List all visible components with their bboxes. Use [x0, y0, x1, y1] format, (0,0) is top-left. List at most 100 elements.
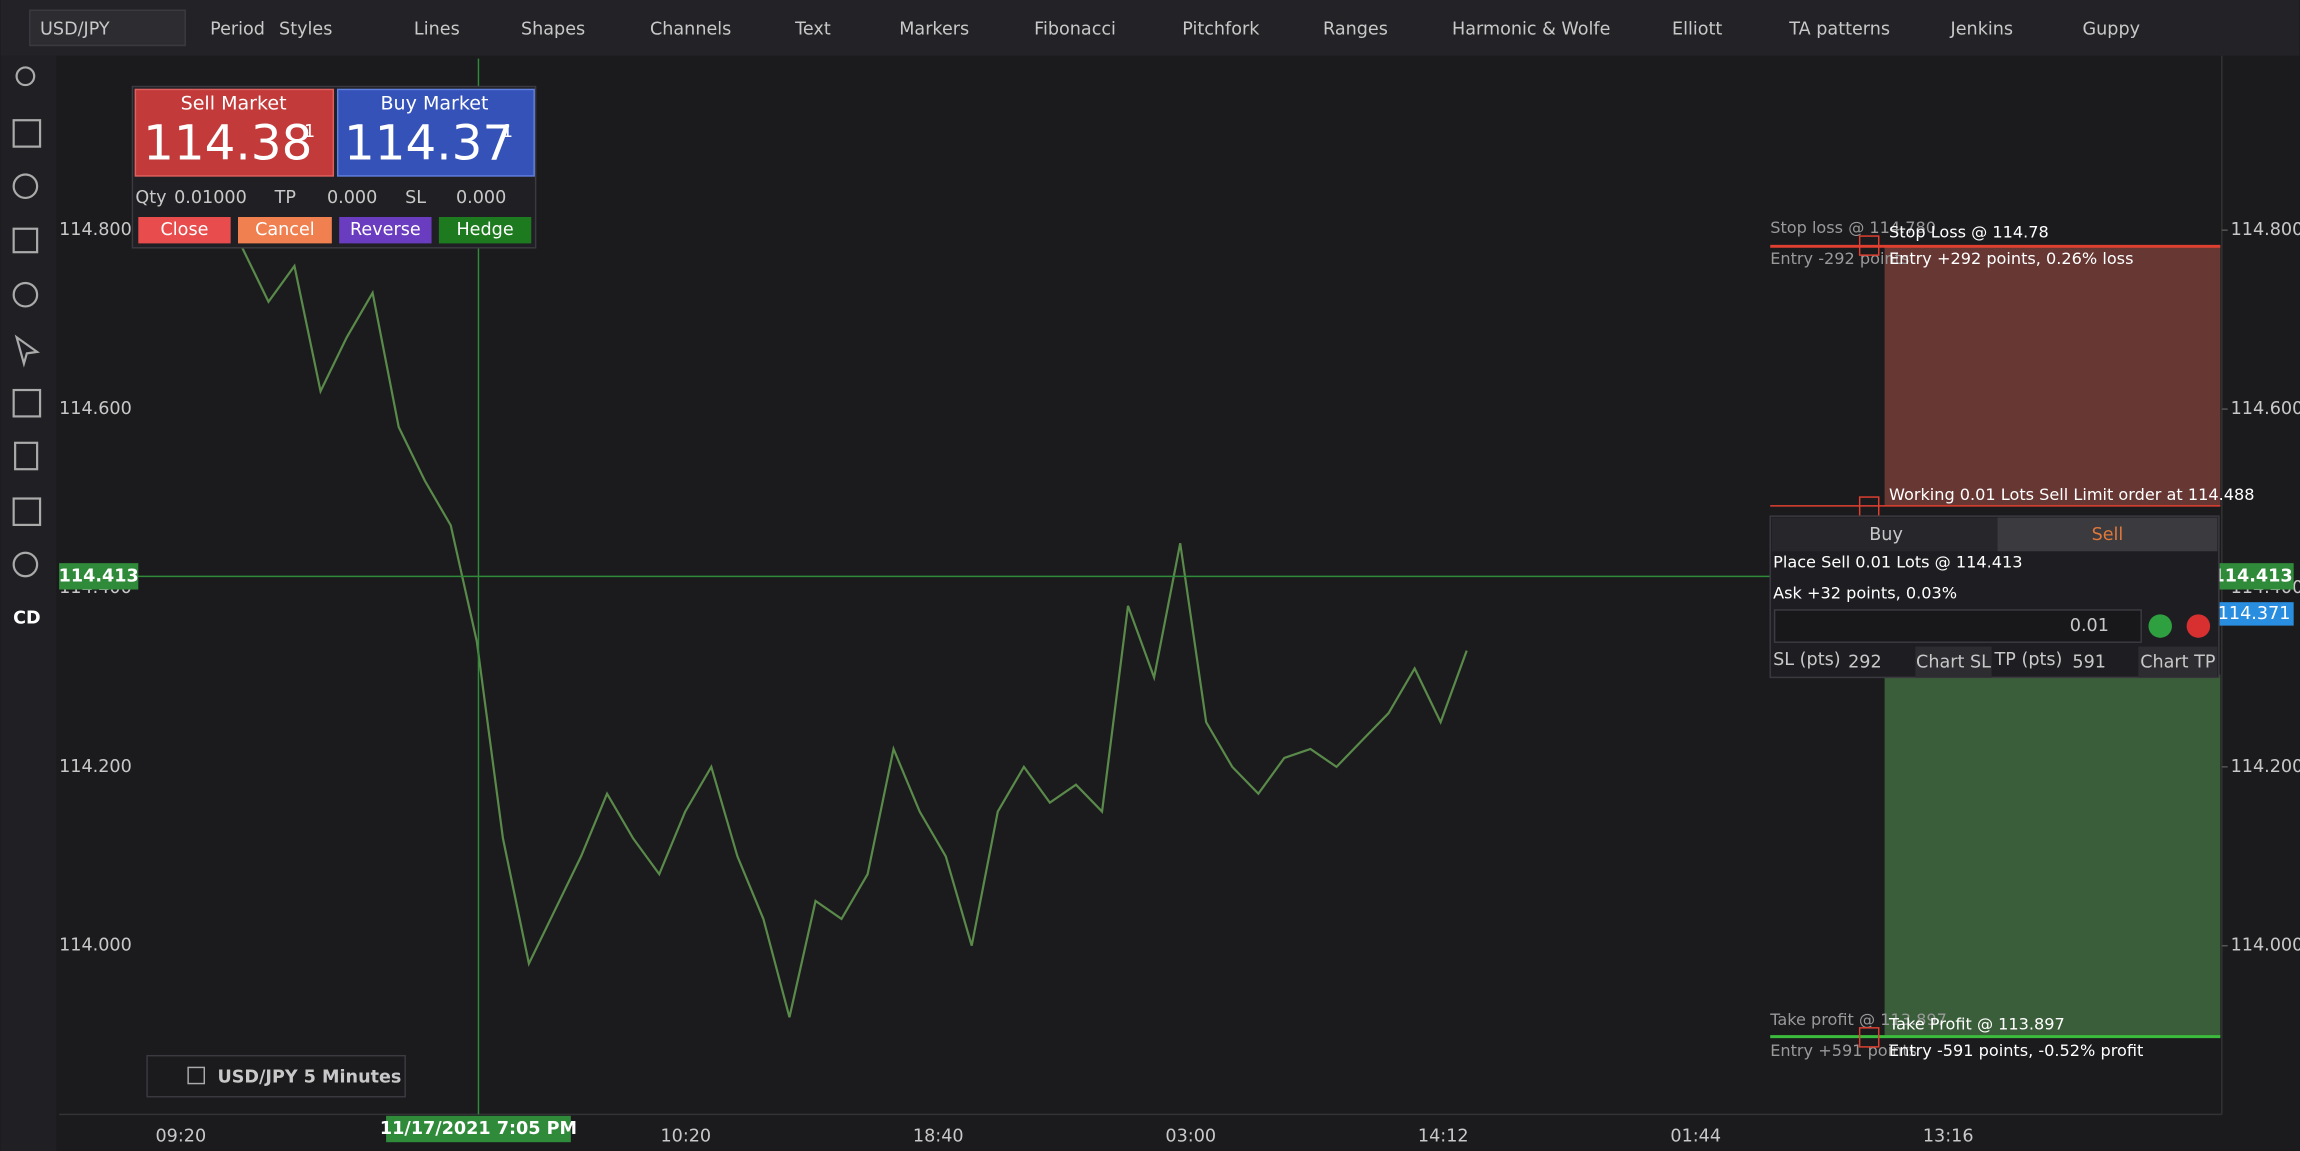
- tool-button[interactable]: Harmonic & Wolfe: [1452, 19, 1610, 39]
- chart-sl-label[interactable]: Chart SL: [1916, 653, 1991, 673]
- sell-market-button[interactable]: [134, 88, 335, 177]
- tool-button[interactable]: TA patterns: [1788, 19, 1890, 39]
- tool-button[interactable]: Ranges: [1323, 19, 1388, 39]
- buy-market-button[interactable]: [336, 88, 535, 177]
- compass-icon[interactable]: [12, 173, 39, 200]
- tool-button[interactable]: Fibonacci: [1034, 19, 1116, 39]
- tool-button[interactable]: Text: [794, 19, 831, 39]
- entry-tp-label: Entry -591 points, -0.52% profit: [1889, 1041, 2143, 1060]
- tool-button[interactable]: Lines: [414, 19, 460, 39]
- pointer-icon[interactable]: [14, 334, 40, 368]
- tp-pts-label: TP (pts): [1994, 650, 2063, 670]
- tool-button[interactable]: Markers: [899, 19, 969, 39]
- take-profit-zone: [1884, 674, 2221, 1037]
- trade-icon[interactable]: [12, 497, 42, 527]
- draw-icon[interactable]: [12, 119, 42, 148]
- sell-tab[interactable]: [1997, 517, 2218, 552]
- sell-price: 114.38: [143, 116, 312, 172]
- hand-icon[interactable]: [12, 551, 39, 578]
- symbol-select[interactable]: [29, 9, 186, 47]
- tp-input[interactable]: 0.000: [327, 188, 377, 208]
- buy-tab-label[interactable]: Buy: [1869, 525, 1903, 545]
- take-profit-close[interactable]: [1858, 1027, 1880, 1048]
- take-profit-label: Take Profit @ 113.897: [1888, 1014, 2065, 1033]
- working-order-label: Working 0.01 Lots Sell Limit order at 11…: [1889, 485, 2254, 504]
- cd-button[interactable]: CD: [13, 609, 40, 629]
- qty-input[interactable]: 0.01000: [174, 188, 247, 208]
- take-profit-left: Take profit @ 113.897: [1769, 1010, 1947, 1029]
- sell-label: Sell Market: [181, 93, 287, 115]
- buy-pip: 1: [502, 122, 513, 142]
- order-button-label[interactable]: Cancel: [255, 220, 315, 240]
- y-tick-label: 114.600: [2231, 399, 2300, 419]
- order-button-label[interactable]: Reverse: [350, 220, 421, 240]
- sidebar-icons: [12, 66, 42, 578]
- cancel-button[interactable]: [2186, 614, 2211, 638]
- chart-tp-label[interactable]: Chart TP: [2140, 653, 2215, 673]
- y-tick-label-left: 114.200: [59, 757, 132, 777]
- last-price: 114.371: [2218, 604, 2291, 624]
- crosshair-price-left: 114.413: [59, 566, 139, 586]
- x-tick-label: 01:44: [1670, 1126, 1721, 1146]
- period-button[interactable]: Period: [210, 19, 265, 39]
- x-tick-label: 10:20: [660, 1126, 711, 1146]
- y-tick-label: 114.000: [2231, 936, 2300, 956]
- order-button-label[interactable]: Close: [161, 220, 209, 240]
- sl-input[interactable]: 0.000: [456, 188, 506, 208]
- refresh-icon[interactable]: [12, 281, 39, 308]
- tool-button[interactable]: Elliott: [1672, 19, 1722, 39]
- x-tick-label: 09:20: [155, 1126, 206, 1146]
- order-button[interactable]: [237, 217, 332, 244]
- legend-checkbox[interactable]: [187, 1066, 206, 1085]
- stop-loss-zone: [1884, 246, 2221, 506]
- x-tick-label: 13:16: [1923, 1126, 1974, 1146]
- toolbar: [0, 0, 2300, 56]
- tool-button[interactable]: Channels: [650, 19, 731, 39]
- layers-icon[interactable]: [12, 388, 42, 418]
- y-tick-label-left: 114.800: [59, 220, 132, 240]
- buy-price: 114.37: [344, 116, 513, 172]
- price-plot: [241, 247, 1468, 1018]
- buy-tab[interactable]: [1771, 517, 1998, 552]
- lots-input[interactable]: 0.01: [2070, 616, 2109, 636]
- tools: Lines Shapes Channels Text Markers Fibonacci P…: [414, 19, 2140, 39]
- legend-box: [146, 1054, 406, 1098]
- stop-loss-label: Stop Loss @ 114.78: [1889, 223, 2049, 242]
- order-button-label[interactable]: Hedge: [456, 220, 513, 240]
- sl-pts-label: SL (pts): [1773, 650, 1840, 670]
- sell-tab-label[interactable]: Sell: [2092, 525, 2124, 545]
- order-button[interactable]: [339, 217, 432, 244]
- entry-left-sl: Entry -292 points: [1770, 249, 1909, 268]
- confirm-button[interactable]: [2148, 614, 2172, 638]
- symbol[interactable]: USD/JPY: [40, 19, 110, 39]
- lots-input-box[interactable]: [1773, 609, 2142, 643]
- y-tick-label: 114.800: [2231, 220, 2300, 240]
- tool-button[interactable]: Shapes: [521, 19, 585, 39]
- x-tick-label: 18:40: [913, 1126, 964, 1146]
- y-tick-label-left: 114.000: [59, 936, 132, 956]
- tool-button[interactable]: Pitchfork: [1182, 19, 1260, 39]
- styles-button[interactable]: Styles: [279, 19, 332, 39]
- tool-button[interactable]: Jenkins: [1950, 19, 2014, 39]
- buy-label: Buy Market: [380, 93, 488, 115]
- tool-button[interactable]: Guppy: [2083, 19, 2140, 39]
- legend-label: USD/JPY 5 Minutes: [217, 1068, 401, 1088]
- order-button[interactable]: [438, 217, 532, 244]
- chart-tp-button[interactable]: [2138, 646, 2218, 678]
- crosshair-right-box: [2211, 563, 2294, 590]
- order-button[interactable]: [138, 217, 231, 244]
- sl-pts-input[interactable]: 292: [1848, 653, 1882, 673]
- x-tick-label: 14:12: [1418, 1126, 1469, 1146]
- stop-loss-left: Stop loss @ 114.780: [1770, 218, 1936, 237]
- cursor-icon[interactable]: [12, 227, 39, 254]
- trash-icon[interactable]: [14, 441, 39, 471]
- place-order-label: Place Sell 0.01 Lots @ 114.413: [1773, 553, 2022, 572]
- search-icon[interactable]: [15, 66, 36, 87]
- entry-sl-label: Entry +292 points, 0.26% loss: [1889, 249, 2133, 268]
- tp-pts-input[interactable]: 591: [2072, 653, 2106, 673]
- ask-label: Ask +32 points, 0.03%: [1773, 583, 1957, 602]
- order-buttons: Close Cancel Reverse Hedge: [138, 217, 532, 244]
- chart-sl-button[interactable]: [1915, 646, 1992, 678]
- stop-loss-close[interactable]: [1858, 235, 1880, 256]
